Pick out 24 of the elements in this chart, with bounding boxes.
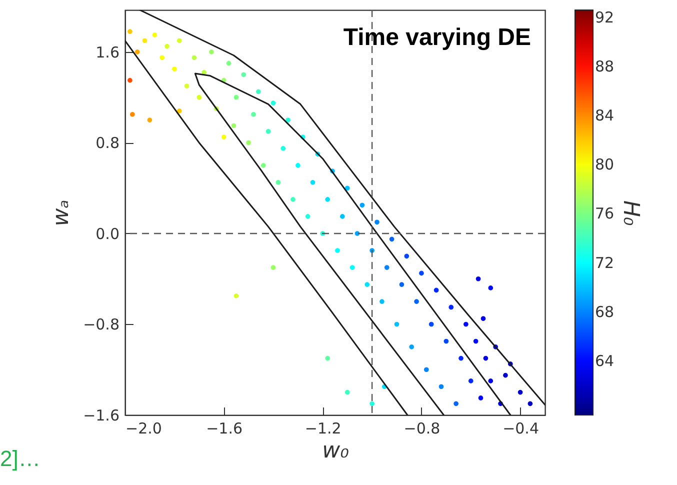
x-tick-label: −1.6 — [206, 420, 243, 438]
color-bar-label: 80 — [595, 156, 614, 174]
color-bar-label: 72 — [595, 254, 614, 272]
text: 2]… — [0, 446, 40, 471]
color-bar-label: 84 — [595, 106, 614, 125]
x-tick-label: −0.4 — [502, 420, 540, 438]
x-tick-label: −2.0 — [126, 420, 162, 438]
y-tick-label: −0.8 — [83, 316, 120, 334]
color-bar-label: 64 — [595, 352, 614, 370]
color-bar-label: 76 — [595, 204, 614, 223]
color-bar-label: 88 — [595, 57, 614, 76]
line-series — [194, 72, 512, 415]
x-tick-label: −0.8 — [404, 420, 440, 438]
color-bar-title: H₀ — [618, 200, 643, 226]
y-tick-label: 0.0 — [96, 224, 120, 243]
text: Time varying DE — [343, 24, 531, 51]
y-axis-title: wₐ — [49, 200, 74, 226]
color-bar-label: 68 — [595, 302, 614, 321]
color-bar-label: 92 — [595, 8, 614, 26]
y-tick-label: −1.6 — [83, 406, 120, 424]
y-tick-label: 1.6 — [96, 43, 120, 62]
y-tick-label: 0.8 — [96, 134, 120, 152]
x-axis-title: w₀ — [322, 438, 350, 464]
x-tick-label: −1.2 — [304, 420, 342, 438]
